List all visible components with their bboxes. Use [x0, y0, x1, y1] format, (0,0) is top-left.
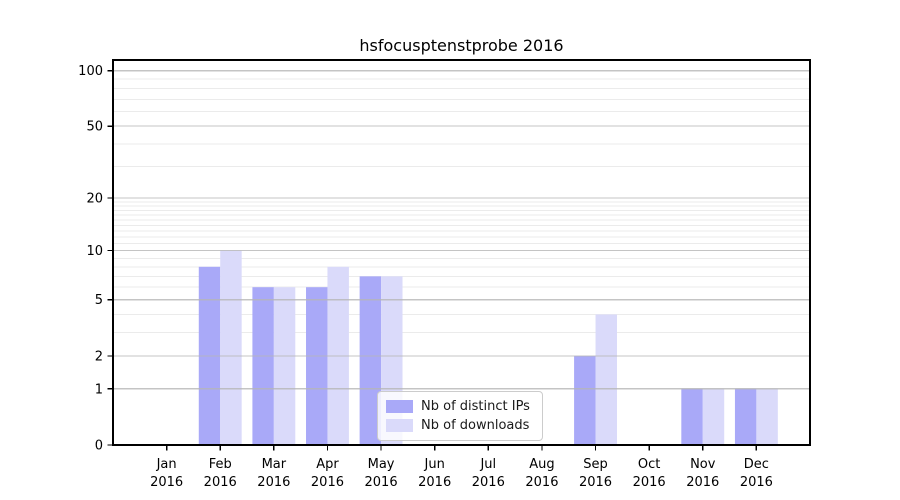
legend-entry-downloads: Nb of downloads	[386, 417, 533, 434]
bar-downloads-sep	[595, 314, 617, 445]
bar-distinct-ips-apr	[306, 287, 328, 445]
legend-label-distinct-ips: Nb of distinct IPs	[421, 399, 530, 414]
x-tick-label: Feb 2016	[204, 457, 237, 490]
bar-downloads-dec	[756, 388, 778, 445]
legend: Nb of distinct IPs Nb of downloads	[377, 391, 543, 441]
x-tick-label: Jul 2016	[472, 457, 505, 490]
bar-distinct-ips-mar	[252, 287, 274, 445]
bar-distinct-ips-may	[359, 276, 382, 445]
x-tick-label: Sep 2016	[579, 457, 612, 490]
y-tick-label: 2	[95, 349, 103, 364]
x-tick-label: Aug 2016	[525, 457, 558, 490]
bar-distinct-ips-dec	[734, 388, 757, 445]
bar-distinct-ips-sep	[574, 355, 596, 445]
x-tick-label: Nov 2016	[686, 457, 719, 490]
legend-swatch-downloads	[386, 419, 413, 432]
legend-entry-distinct-ips: Nb of distinct IPs	[386, 398, 533, 415]
x-tick-label: Dec 2016	[740, 457, 773, 490]
legend-swatch-distinct-ips	[386, 400, 413, 413]
plot-border	[112, 59, 811, 446]
y-tick-label: 20	[86, 192, 103, 207]
y-tick-label: 1	[95, 382, 103, 397]
legend-label-downloads: Nb of downloads	[421, 418, 530, 433]
y-tick-label: 5	[95, 293, 103, 308]
x-tick-label: May 2016	[365, 457, 398, 490]
x-tick-label: Oct 2016	[633, 457, 666, 490]
bar-distinct-ips-nov	[681, 388, 703, 445]
x-tick-label: Jan 2016	[150, 457, 183, 490]
y-tick-label: 50	[86, 120, 103, 135]
chart-title: hsfocusptenstprobe 2016	[359, 36, 564, 55]
y-tick-label: 10	[86, 244, 103, 259]
y-tick-label: 100	[78, 64, 103, 79]
x-tick-label: Jun 2016	[418, 457, 451, 490]
bar-downloads-nov	[702, 388, 725, 445]
bar-downloads-mar	[273, 287, 296, 445]
bar-downloads-feb	[220, 250, 242, 445]
y-tick-label: 0	[95, 439, 103, 454]
x-tick-label: Mar 2016	[257, 457, 290, 490]
x-tick-label: Apr 2016	[311, 457, 344, 490]
